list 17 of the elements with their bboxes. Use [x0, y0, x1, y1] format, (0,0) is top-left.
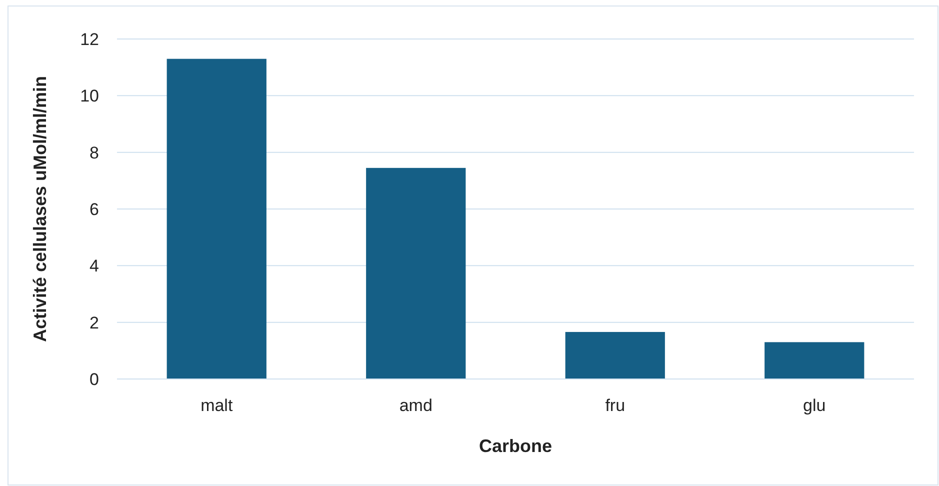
bar — [166, 58, 266, 379]
y-tick-label: 0 — [90, 370, 99, 389]
y-tick-label: 10 — [80, 86, 99, 106]
x-axis-title: Carbone — [478, 436, 552, 456]
y-tick-label: 2 — [90, 313, 99, 332]
y-tick-label: 6 — [90, 200, 99, 219]
y-axis-title: Activité cellulases uMol/ml/min — [30, 76, 50, 342]
bar — [764, 342, 864, 379]
x-tick-label: fru — [605, 396, 626, 415]
x-tick-label: amd — [399, 396, 432, 415]
bar — [565, 332, 665, 379]
bar — [366, 168, 466, 379]
y-tick-label: 8 — [90, 143, 99, 162]
y-tick-label: 12 — [80, 30, 99, 49]
y-tick-label: 4 — [90, 256, 99, 276]
x-tick-label: glu — [803, 396, 826, 415]
x-tick-label: malt — [200, 396, 233, 415]
